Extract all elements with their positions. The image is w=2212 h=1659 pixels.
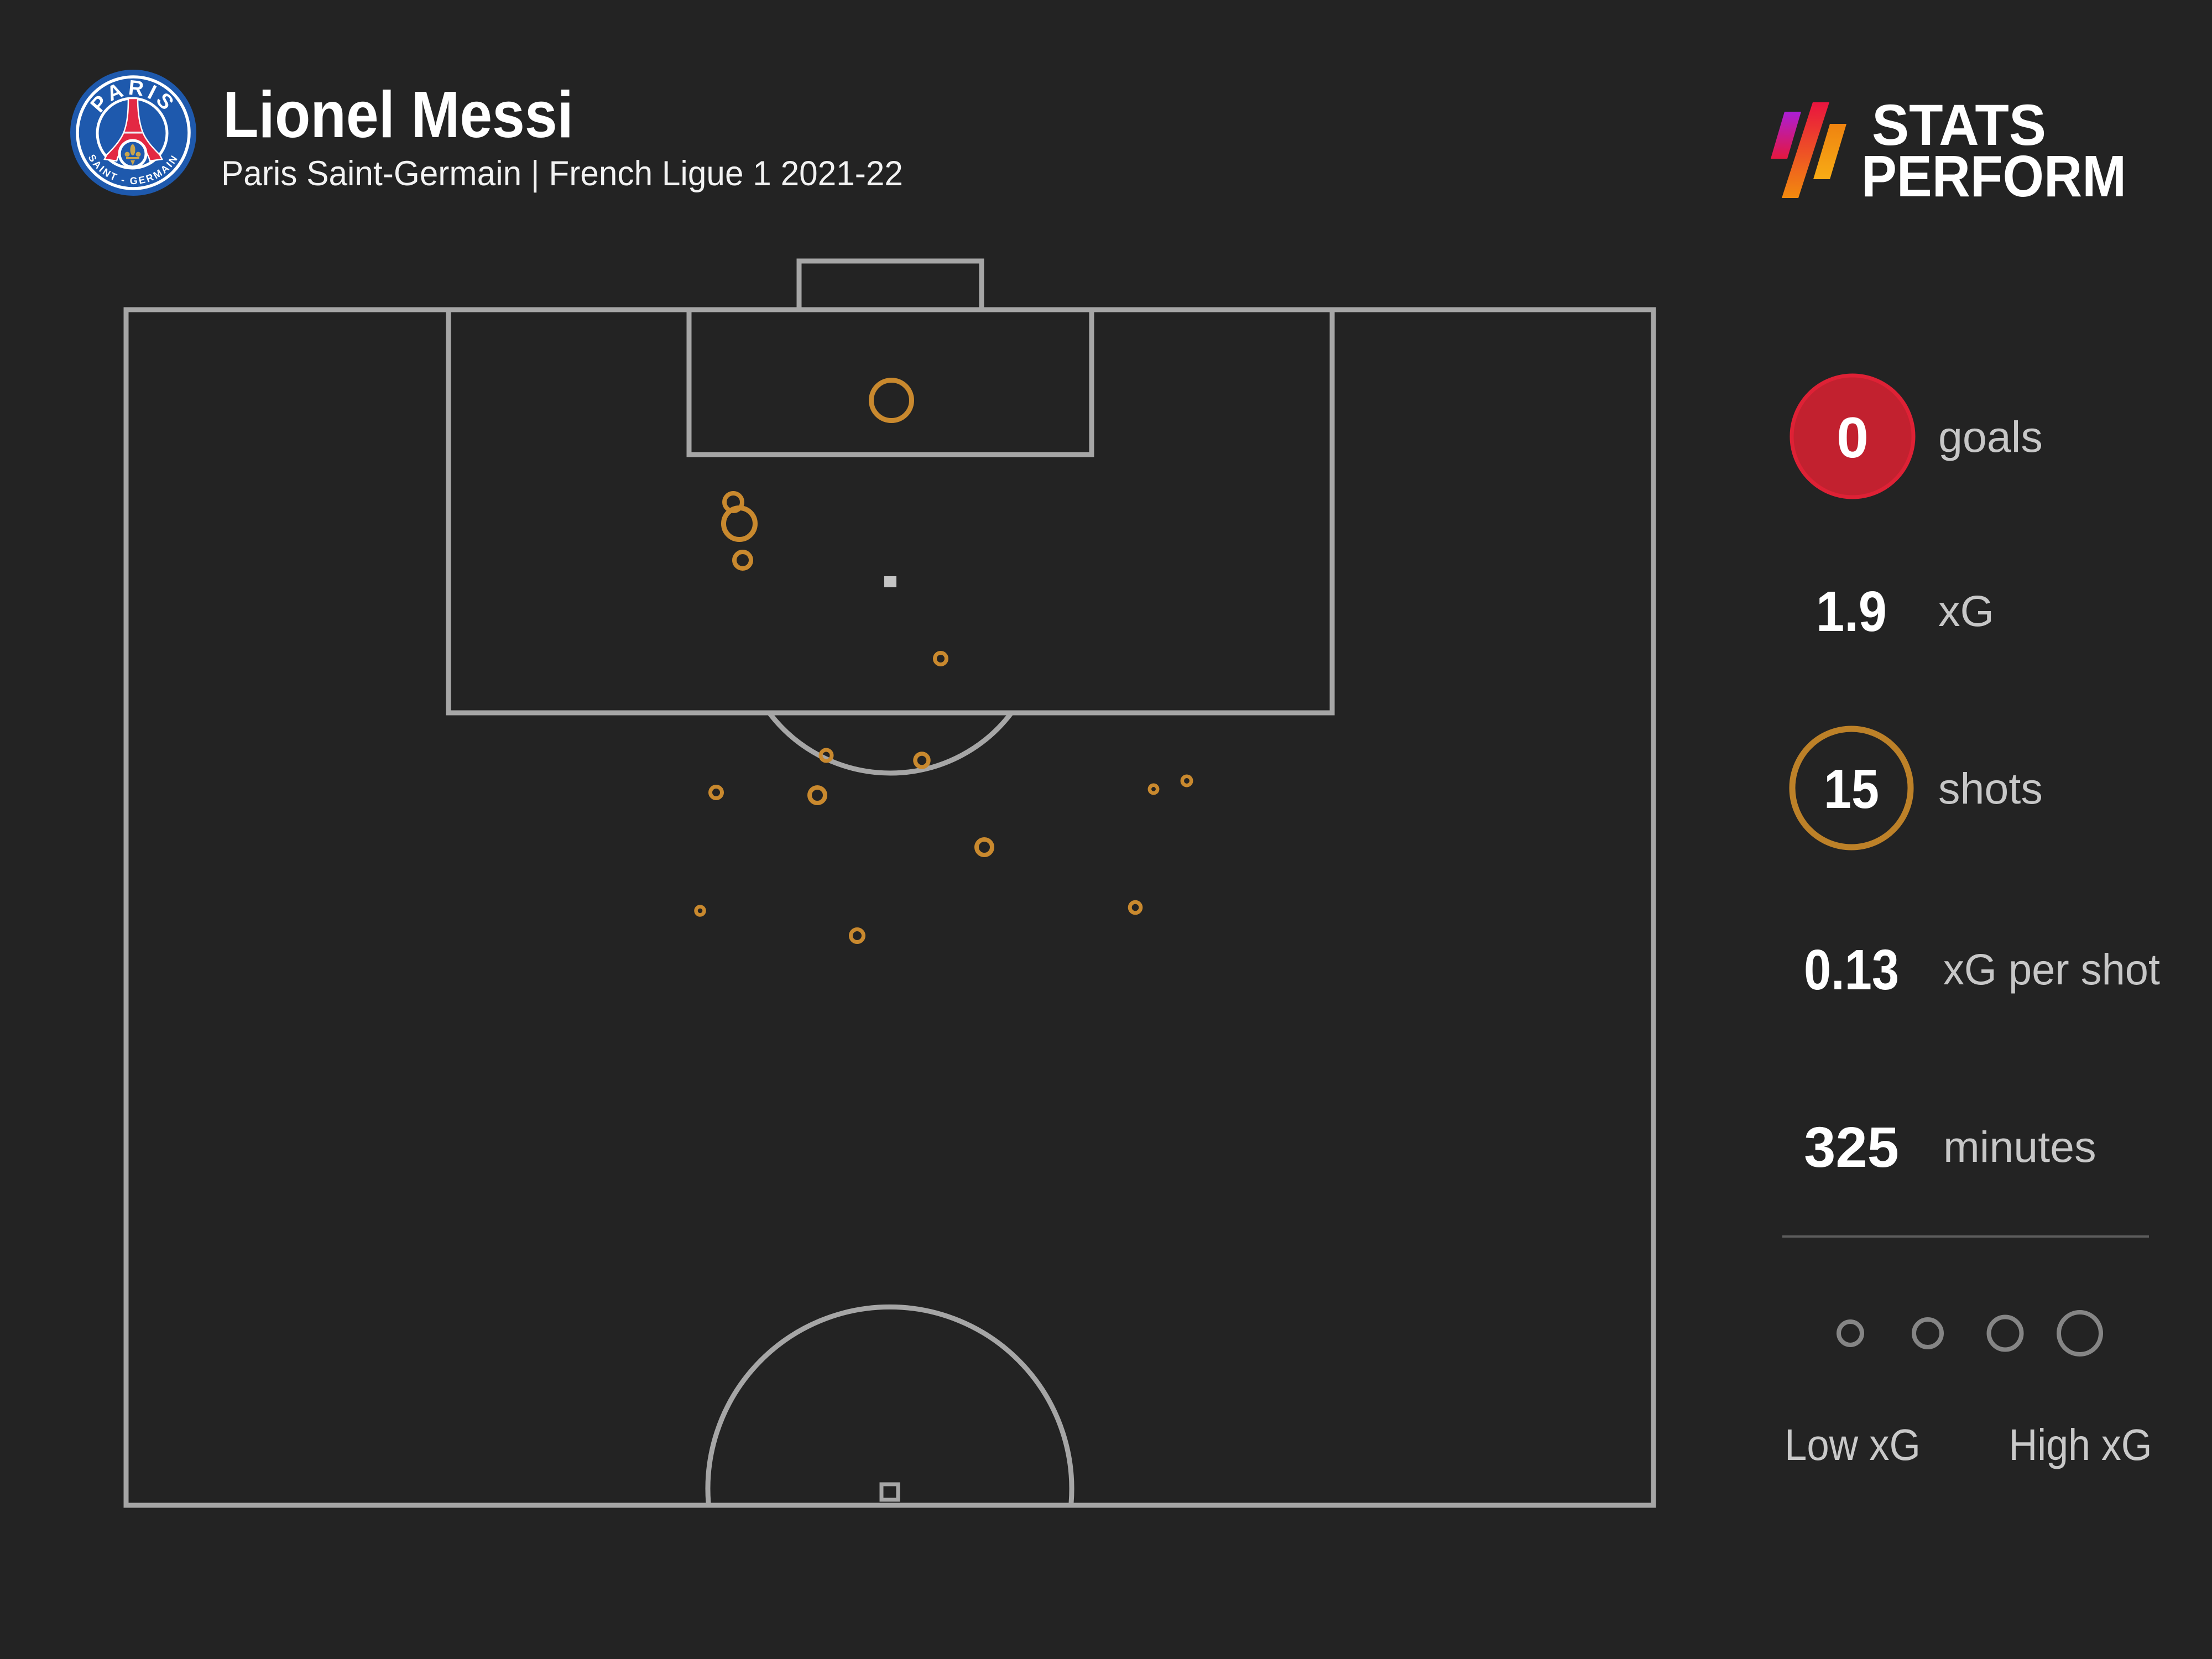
svg-text:minutes: minutes (1943, 1122, 2096, 1171)
svg-text:STATS: STATS (1872, 93, 2046, 158)
svg-text:0.13: 0.13 (1804, 938, 1899, 1001)
svg-text:xG: xG (1938, 586, 1994, 635)
svg-text:xG per shot: xG per shot (1943, 945, 2160, 994)
svg-text:Paris Saint-Germain | French L: Paris Saint-Germain | French Ligue 1 202… (221, 154, 903, 193)
svg-text:0: 0 (1837, 406, 1869, 470)
svg-text:shots: shots (1938, 764, 2043, 813)
svg-text:15: 15 (1824, 758, 1879, 820)
svg-text:Low xG: Low xG (1785, 1420, 1921, 1469)
svg-text:High xG: High xG (2009, 1420, 2152, 1469)
svg-text:PERFORM: PERFORM (1861, 144, 2126, 209)
svg-text:Lionel Messi: Lionel Messi (223, 78, 573, 152)
svg-text:325: 325 (1804, 1115, 1899, 1179)
svg-text:goals: goals (1938, 412, 2043, 461)
svg-text:1.9: 1.9 (1816, 580, 1887, 643)
